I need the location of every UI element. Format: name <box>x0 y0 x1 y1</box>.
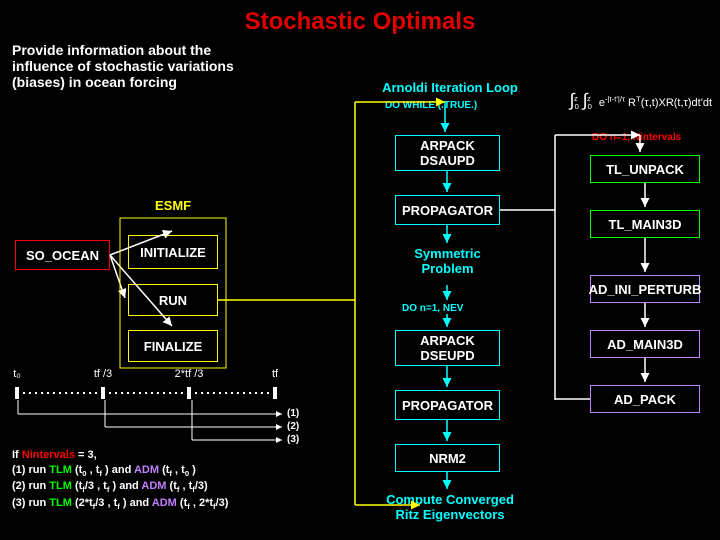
node-run: RUN <box>128 284 218 316</box>
node-dsaupd: ARPACK DSAUPD <box>395 135 500 171</box>
legend-head: If Nintervals = 3, <box>12 448 228 463</box>
legend: If Nintervals = 3, (1) run TLM (t0 , tf … <box>12 448 228 513</box>
node-so_ocean: SO_OCEAN <box>15 240 110 270</box>
node-nrm2: NRM2 <box>395 444 500 472</box>
do-nev: DO n=1, NEV <box>402 303 463 314</box>
legend-r2: (2) run TLM (tf/3 , tf ) and ADM (tf , t… <box>12 479 228 496</box>
timeline-l2: (2) <box>287 421 299 432</box>
node-finalize: FINALIZE <box>128 330 218 362</box>
node-ad_ini: AD_INI_PERTURB <box>590 275 700 303</box>
tick-t3: tf <box>272 368 278 380</box>
legend-r1: (1) run TLM (t0 , tf ) and ADM (tf , t0 … <box>12 463 228 480</box>
node-propagator1: PROPAGATOR <box>395 195 500 225</box>
node-tl_main3d: TL_MAIN3D <box>590 210 700 238</box>
node-ad_main3d: AD_MAIN3D <box>590 330 700 358</box>
do-while: DO WHILE (.TRUE.) <box>385 100 477 111</box>
legend-r3: (3) run TLM (2*tf/3 , tf ) and ADM (tf ,… <box>12 496 228 513</box>
timeline: t₀ tf /3 2*tf /3 tf (1) (2) (3) <box>15 390 295 396</box>
tick-t1: tf /3 <box>94 368 112 380</box>
tick-t2: 2*tf /3 <box>175 368 204 380</box>
node-propagator2: PROPAGATOR <box>395 390 500 420</box>
node-initialize: INITIALIZE <box>128 235 218 269</box>
page-title: Stochastic Optimals <box>245 8 476 36</box>
tick-t0: t₀ <box>13 368 21 380</box>
timeline-track: t₀ tf /3 2*tf /3 tf <box>15 390 275 396</box>
node-dseupd: ARPACK DSEUPD <box>395 330 500 366</box>
do-nintervals: DO n=1, Nintervals <box>592 132 681 143</box>
node-tl_unpack: TL_UNPACK <box>590 155 700 183</box>
subtitle: Provide information about the influence … <box>12 42 272 90</box>
timeline-l1: (1) <box>287 408 299 419</box>
compute-ritz: Compute Converged Ritz Eigenvectors <box>380 492 520 522</box>
timeline-l3: (3) <box>287 434 299 445</box>
integral-formula: ∫0z∫0z e-|t-t'|/τ RT(τ,t)XR(t,τ)dt'dt <box>570 90 712 111</box>
symmetric-problem: Symmetric Problem <box>400 246 495 276</box>
node-ad_pack: AD_PACK <box>590 385 700 413</box>
arnoldi-header: Arnoldi Iteration Loop <box>370 80 530 95</box>
esmf-label: ESMF <box>155 198 191 213</box>
